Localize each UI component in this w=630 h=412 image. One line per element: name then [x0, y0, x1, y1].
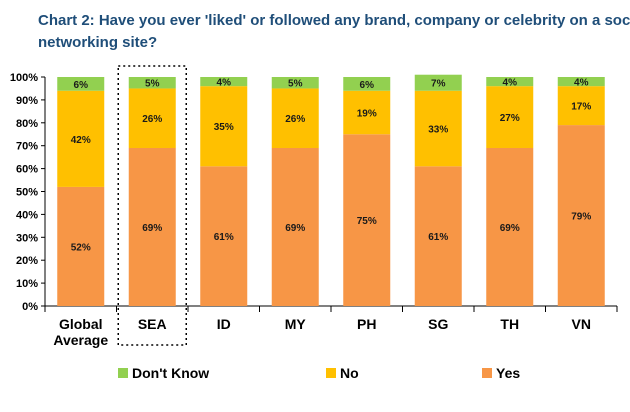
bar-segment-don-t-know-ph: [343, 77, 391, 91]
x-tick-label: Average: [53, 332, 108, 348]
y-tick-label: 40%: [16, 209, 38, 221]
data-label: 4%: [503, 78, 518, 89]
bar-segment-no-ph: [343, 90, 391, 135]
bar-segment-yes-my: [271, 147, 319, 306]
y-tick-label: 0%: [22, 301, 38, 313]
data-label: 7%: [431, 79, 446, 90]
data-label: 19%: [357, 108, 377, 119]
x-tick-label: Global: [59, 316, 103, 332]
data-label: 75%: [357, 216, 377, 227]
x-tick-label: SEA: [138, 316, 167, 332]
chart-title-line-1: Chart 2: Have you ever 'liked' or follow…: [38, 12, 630, 29]
highlight-box: [117, 65, 187, 346]
x-tick-label: MY: [285, 316, 307, 332]
bar-segment-yes-global-average: [57, 186, 105, 306]
bar-segment-no-sg: [414, 90, 462, 167]
bar-segment-no-vn: [557, 86, 605, 126]
bar-segment-don-t-know-my: [271, 77, 319, 89]
bar-segment-don-t-know-sea: [128, 77, 176, 89]
plot-area: 0% 10% 20% 30% 40% 50% 60% 70% 80% 90% 100% 52% 42% 6…: [10, 65, 618, 348]
legend-swatch: [118, 368, 128, 378]
bar-segment-don-t-know-id: [200, 77, 248, 87]
bar-segment-yes-id: [200, 166, 248, 306]
y-tick-label: 90%: [16, 95, 38, 107]
y-tick-label: 10%: [16, 278, 38, 290]
bar-segment-no-id: [200, 86, 248, 167]
data-label: 6%: [360, 80, 375, 91]
data-label: 27%: [500, 113, 520, 124]
bar-segment-don-t-know-th: [486, 77, 534, 87]
bar-segment-don-t-know-vn: [557, 77, 605, 87]
data-label: 5%: [288, 79, 303, 90]
data-label: 4%: [217, 78, 232, 89]
x-tick-label: ID: [217, 316, 231, 332]
data-label: 4%: [574, 78, 589, 89]
data-label: 6%: [74, 80, 89, 91]
y-tick-label: 20%: [16, 255, 38, 267]
x-tick-label: PH: [357, 316, 376, 332]
bar-segment-yes-sg: [414, 166, 462, 306]
bar-segment-yes-ph: [343, 134, 391, 306]
legend-label: No: [340, 365, 359, 381]
data-label: 69%: [500, 223, 520, 234]
data-label: 61%: [428, 232, 448, 243]
data-label: 69%: [142, 223, 162, 234]
legend-label: Yes: [496, 365, 520, 381]
data-label: 79%: [571, 212, 591, 223]
data-label: 33%: [428, 125, 448, 136]
y-tick-label: 70%: [16, 141, 38, 153]
x-tick-label: SG: [428, 316, 448, 332]
legend-swatch: [482, 368, 492, 378]
bar-segment-no-sea: [128, 88, 176, 148]
data-label: 52%: [71, 242, 91, 253]
y-tick-label: 80%: [16, 118, 38, 130]
legend-swatch: [326, 368, 336, 378]
y-tick-label: 60%: [16, 164, 38, 176]
bar-segment-yes-vn: [557, 125, 605, 306]
data-label: 69%: [285, 223, 305, 234]
bar-segment-don-t-know-sg: [414, 74, 462, 91]
data-label: 61%: [214, 232, 234, 243]
data-label: 17%: [571, 102, 591, 113]
data-label: 26%: [285, 114, 305, 125]
x-tick-label: VN: [572, 316, 591, 332]
bar-segment-no-th: [486, 86, 534, 148]
bar-segment-no-my: [271, 88, 319, 148]
data-label: 35%: [214, 122, 234, 133]
y-tick-label: 30%: [16, 232, 38, 244]
y-tick-label: 50%: [16, 187, 38, 199]
data-label: 26%: [142, 114, 162, 125]
bar-segment-don-t-know-global-average: [57, 77, 105, 91]
bar-segment-yes-sea: [128, 147, 176, 306]
bar-segment-no-global-average: [57, 90, 105, 187]
bar-segment-yes-th: [486, 147, 534, 306]
y-tick-label: 100%: [10, 72, 38, 84]
data-label: 42%: [71, 135, 91, 146]
legend-label: Don't Know: [132, 365, 209, 381]
chart-title-line-2: networking site?: [38, 34, 157, 51]
x-tick-label: TH: [500, 316, 519, 332]
legend: Don't Know No Yes: [118, 365, 520, 381]
data-label: 5%: [145, 79, 160, 90]
